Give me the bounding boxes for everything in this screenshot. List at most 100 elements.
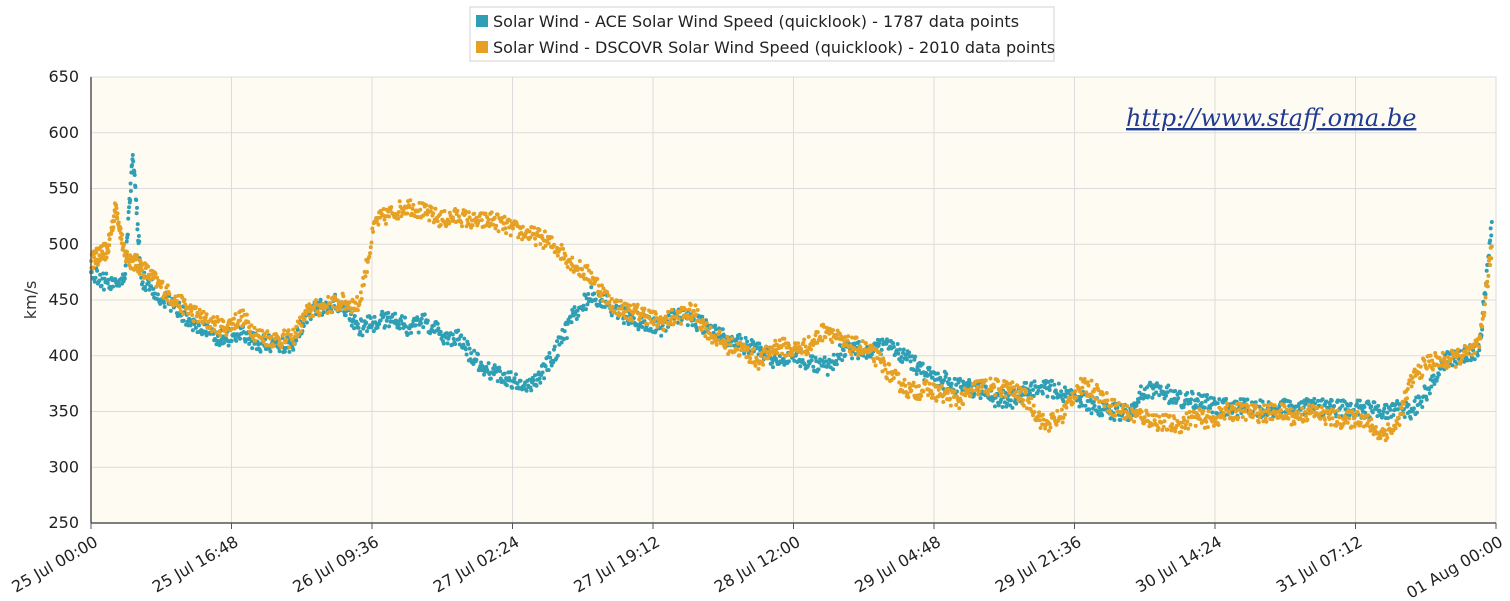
data-point: [548, 355, 553, 360]
data-point: [1300, 406, 1305, 411]
data-point: [368, 315, 373, 320]
data-point: [751, 339, 756, 344]
data-point: [294, 338, 299, 343]
data-point: [286, 328, 291, 333]
data-point: [1125, 404, 1130, 409]
data-point: [1362, 405, 1367, 410]
data-point: [384, 318, 389, 323]
data-point: [1034, 384, 1039, 389]
data-point: [863, 341, 868, 346]
data-point: [954, 403, 959, 408]
data-point: [606, 293, 611, 298]
data-point: [408, 198, 413, 203]
data-point: [142, 284, 147, 289]
data-point: [878, 352, 883, 357]
data-point: [568, 267, 573, 272]
data-point: [798, 364, 803, 369]
data-point: [352, 326, 357, 331]
data-point: [1104, 391, 1109, 396]
data-point: [386, 310, 391, 315]
data-point: [737, 353, 742, 358]
data-point: [515, 381, 520, 386]
data-point: [1241, 403, 1246, 408]
data-point: [355, 322, 360, 327]
data-point: [241, 308, 246, 313]
data-point: [543, 243, 548, 248]
data-point: [1208, 395, 1213, 400]
data-point: [850, 356, 855, 361]
data-point: [233, 312, 238, 317]
data-point: [1375, 414, 1380, 419]
data-point: [282, 328, 287, 333]
legend-label-ace[interactable]: Solar Wind - ACE Solar Wind Speed (quick…: [493, 12, 1019, 31]
x-tick-label: 29 Jul 21:36: [992, 532, 1085, 596]
legend-label-dscovr[interactable]: Solar Wind - DSCOVR Solar Wind Speed (qu…: [493, 38, 1055, 57]
data-point: [885, 339, 890, 344]
data-point: [1384, 402, 1389, 407]
data-point: [1112, 418, 1117, 423]
data-point: [495, 379, 500, 384]
data-point: [175, 314, 180, 319]
data-point: [173, 294, 178, 299]
data-point: [1015, 395, 1020, 400]
data-point: [450, 332, 455, 337]
data-point: [1483, 295, 1488, 300]
legend-swatch-ace[interactable]: [476, 15, 488, 27]
data-point: [710, 340, 715, 345]
data-point: [558, 247, 563, 252]
data-point: [801, 340, 806, 345]
data-point: [686, 314, 691, 319]
data-point: [1118, 417, 1123, 422]
data-point: [1184, 411, 1189, 416]
data-point: [457, 342, 462, 347]
data-point: [396, 322, 401, 327]
data-point: [134, 211, 139, 216]
data-point: [628, 315, 633, 320]
data-point: [767, 353, 772, 358]
data-point: [225, 323, 230, 328]
data-point: [269, 334, 274, 339]
data-point: [293, 330, 298, 335]
data-point: [1086, 383, 1091, 388]
data-point: [126, 210, 131, 215]
data-point: [1008, 403, 1013, 408]
data-point: [1043, 426, 1048, 431]
data-point: [813, 333, 818, 338]
data-point: [831, 352, 836, 357]
data-point: [1348, 401, 1353, 406]
y-axis-label: km/s: [21, 281, 40, 320]
data-point: [538, 380, 543, 385]
data-point: [1077, 404, 1082, 409]
data-point: [212, 322, 217, 327]
data-point: [1007, 390, 1012, 395]
data-point: [1472, 351, 1477, 356]
data-point: [149, 284, 154, 289]
data-point: [589, 270, 594, 275]
data-point: [570, 308, 575, 313]
data-point: [92, 255, 97, 260]
data-point: [651, 322, 656, 327]
data-point: [983, 384, 988, 389]
data-point: [996, 403, 1001, 408]
legend-swatch-dscovr[interactable]: [476, 41, 488, 53]
data-point: [1282, 404, 1287, 409]
data-point: [1083, 403, 1088, 408]
data-point: [907, 381, 912, 386]
data-point: [1358, 403, 1363, 408]
source-url-link[interactable]: http://www.staff.oma.be: [1126, 104, 1416, 132]
data-point: [1243, 409, 1248, 414]
data-point: [941, 399, 946, 404]
data-point: [1488, 226, 1493, 231]
x-tick-label: 29 Jul 04:48: [851, 532, 944, 596]
data-point: [722, 334, 727, 339]
data-point: [907, 350, 912, 355]
data-point: [1258, 407, 1263, 412]
data-point: [934, 398, 939, 403]
data-point: [1329, 422, 1334, 427]
data-point: [1087, 407, 1092, 412]
data-point: [1411, 380, 1416, 385]
data-point: [405, 211, 410, 216]
data-point: [1412, 398, 1417, 403]
data-point: [927, 381, 932, 386]
data-point: [948, 396, 953, 401]
